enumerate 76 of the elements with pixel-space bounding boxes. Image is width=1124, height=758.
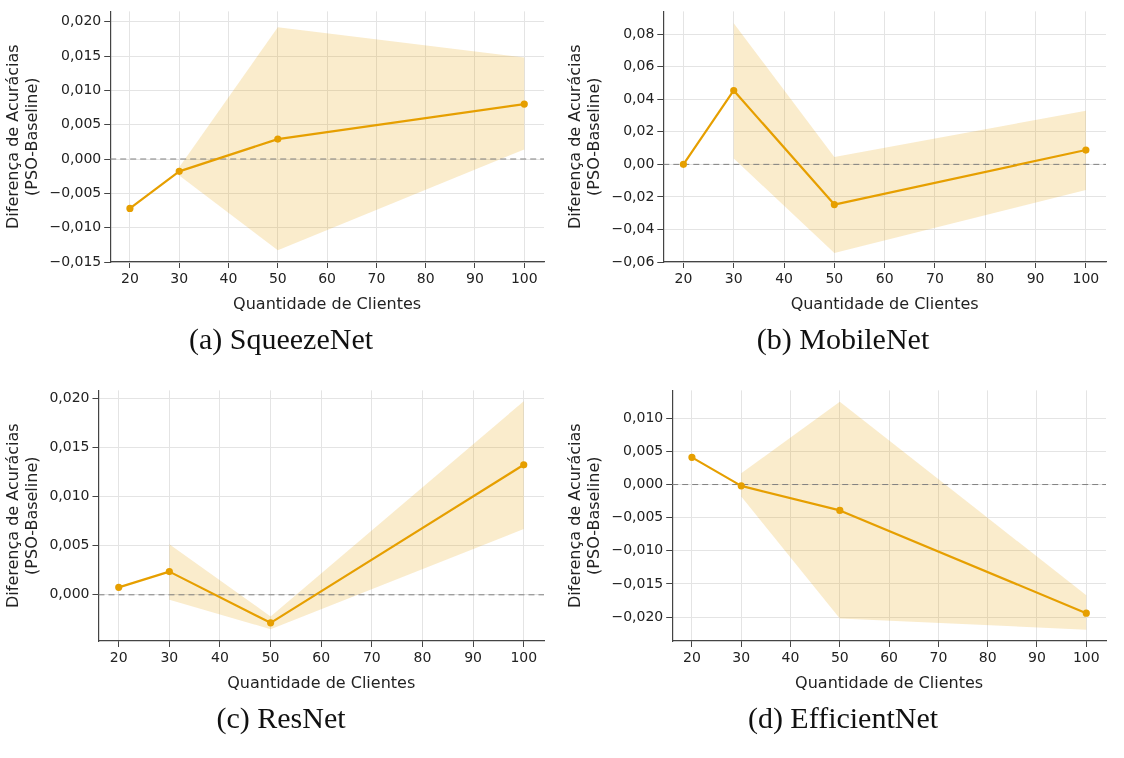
x-tick-label: 100 xyxy=(510,649,538,666)
x-tick-label: 30 xyxy=(724,270,743,287)
x-tick-label: 100 xyxy=(1072,270,1100,287)
y-tick-label: 0,08 xyxy=(623,24,655,41)
x-tick-label: 90 xyxy=(466,270,484,287)
x-tick-label: 70 xyxy=(367,270,386,287)
y-tick-label: 0,005 xyxy=(61,115,102,132)
x-tick-label: 80 xyxy=(413,649,432,666)
y-tick-label: 0,02 xyxy=(623,122,655,139)
y-tick-label: 0,020 xyxy=(49,388,90,405)
text: (b) MobileNet xyxy=(755,322,931,356)
x-tick-label: 100 xyxy=(510,270,538,287)
y-tick-label: 0,010 xyxy=(49,487,90,504)
x-tick-label: 90 xyxy=(1026,270,1045,287)
x-tick-label: 60 xyxy=(875,270,894,287)
x-tick-label: 30 xyxy=(732,649,751,666)
x-tick-label: 100 xyxy=(1072,649,1100,666)
x-tick-label: 50 xyxy=(268,270,287,287)
x-tick-label: 80 xyxy=(976,270,995,287)
x-tick-label: 80 xyxy=(978,649,997,666)
x-axis-title: Quantidade de Clientes xyxy=(795,672,984,692)
x-tick-label: 70 xyxy=(362,649,381,666)
y-tick-label: 0,020 xyxy=(61,12,102,29)
y-tick-label: 0,015 xyxy=(49,438,90,455)
y-axis-title: Diferença de Acurácias (PSO-Baseline) xyxy=(564,44,603,229)
y-tick-label: 0,06 xyxy=(623,57,655,74)
x-tick-label: 20 xyxy=(683,649,701,666)
y-axis-title: Diferença de Acurácias (PSO-Baseline) xyxy=(564,423,603,608)
y-tick-label: −0,015 xyxy=(611,574,664,591)
x-tick-label: 40 xyxy=(775,270,793,287)
x-tick-label: 20 xyxy=(109,649,128,666)
y-tick-label: 0,010 xyxy=(61,81,102,97)
x-tick-label: 60 xyxy=(880,649,899,666)
x-tick-label: 70 xyxy=(929,649,948,666)
y-tick-label: 0,000 xyxy=(61,149,102,166)
x-tick-label: 30 xyxy=(170,270,189,287)
y-tick-label: −0,005 xyxy=(49,183,102,200)
y-tick-label: −0,015 xyxy=(49,252,102,269)
x-tick-label: 20 xyxy=(674,270,693,287)
x-tick-label: 40 xyxy=(781,649,800,666)
x-tick-label: 40 xyxy=(219,270,238,287)
x-axis-title: Quantidade de Clientes xyxy=(233,293,422,313)
text: (d) EfficientNet xyxy=(746,701,940,735)
x-tick-label: 90 xyxy=(1028,649,1046,666)
y-tick-label: −0,010 xyxy=(611,541,664,558)
y-tick-label: 0,04 xyxy=(623,89,655,106)
y-tick-label: −0,005 xyxy=(611,508,664,525)
y-tick-label: 0,015 xyxy=(61,46,102,63)
y-tick-label: −0,02 xyxy=(611,187,655,204)
x-tick-label: 50 xyxy=(830,649,849,666)
y-tick-label: 0,00 xyxy=(623,155,655,171)
x-axis-title: Quantidade de Clientes xyxy=(227,672,416,692)
x-tick-label: 60 xyxy=(312,649,331,666)
y-tick-label: 0,005 xyxy=(49,536,90,553)
x-tick-label: 20 xyxy=(121,270,139,287)
y-axis-title: Diferença de Acurácias (PSO-Baseline) xyxy=(2,44,41,229)
x-tick-label: 40 xyxy=(211,649,229,666)
text: (a) SqueezeNet xyxy=(187,322,375,356)
y-axis-title: Diferença de Acurácias (PSO-Baseline) xyxy=(2,423,41,608)
text: (c) ResNet xyxy=(215,701,347,735)
x-tick-label: 70 xyxy=(926,270,944,287)
x-tick-label: 50 xyxy=(825,270,844,287)
x-tick-label: 90 xyxy=(464,649,483,666)
x-tick-label: 60 xyxy=(318,270,337,287)
y-tick-label: −0,04 xyxy=(611,220,655,237)
y-tick-label: −0,06 xyxy=(611,252,655,269)
y-tick-label: −0,010 xyxy=(49,218,102,235)
x-tick-label: 50 xyxy=(261,649,280,666)
x-tick-label: 80 xyxy=(416,270,435,287)
y-tick-label: 0,005 xyxy=(623,442,664,459)
y-tick-label: 0,000 xyxy=(623,475,664,492)
y-tick-label: 0,000 xyxy=(49,585,90,602)
x-tick-label: 30 xyxy=(160,649,179,666)
y-tick-label: −0,020 xyxy=(611,607,664,624)
y-tick-label: 0,010 xyxy=(623,408,664,425)
x-axis-title: Quantidade de Clientes xyxy=(790,293,979,313)
